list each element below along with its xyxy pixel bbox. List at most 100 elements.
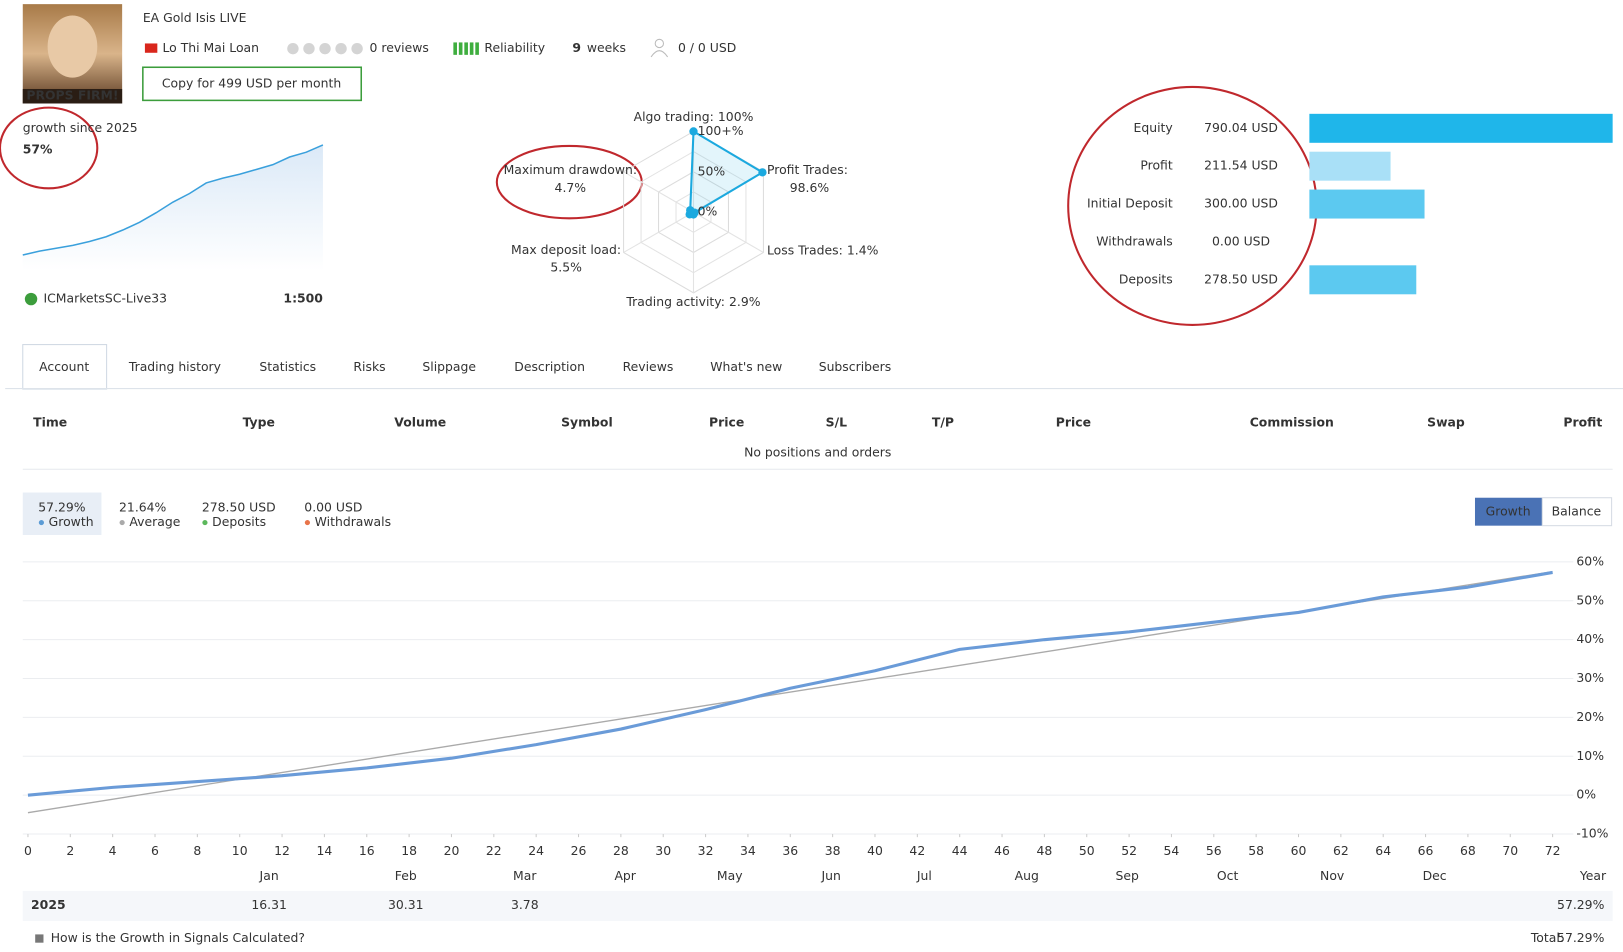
year-value: 3.78	[511, 897, 539, 912]
tab[interactable]: Subscribers	[819, 359, 892, 374]
x-tick-label: 40	[867, 843, 883, 858]
x-tick-label: 66	[1418, 843, 1434, 858]
month-label: Year	[1579, 868, 1607, 883]
year-value: 16.31	[251, 897, 287, 912]
month-label: Jun	[820, 868, 840, 883]
radar-label-name: Maximum drawdown:	[504, 162, 637, 177]
chart-button[interactable]: Growth	[1486, 504, 1531, 519]
month-label: Feb	[395, 868, 417, 883]
radar-label-value: 5.5%	[550, 260, 582, 275]
y-tick-label: 20%	[1576, 709, 1604, 724]
growth-line	[27, 570, 1553, 797]
month-label: Dec	[1423, 868, 1447, 883]
weeks: weeks	[587, 40, 626, 55]
radar-tick-label: 0%	[698, 204, 718, 219]
radar-label: Loss Trades: 1.4%	[767, 242, 879, 257]
x-tick-label: 24	[528, 843, 544, 858]
total-value: 57.29%	[1557, 930, 1605, 945]
x-tick-label: 28	[613, 843, 629, 858]
summary-dot	[119, 519, 125, 526]
month-label: Aug	[1015, 868, 1039, 883]
x-tick-label: 26	[571, 843, 587, 858]
year-value: 30.31	[388, 897, 424, 912]
account-label: Profit	[1140, 158, 1173, 173]
x-tick-label: 42	[909, 843, 925, 858]
column-header: T/P	[932, 415, 954, 430]
tab[interactable]: What's new	[710, 359, 782, 374]
summary-label: Growth	[49, 514, 94, 529]
tab[interactable]: Risks	[353, 359, 385, 374]
tab[interactable]: Account	[39, 359, 89, 374]
x-tick-label: 30	[655, 843, 671, 858]
flag	[144, 43, 158, 53]
tab[interactable]: Trading history	[128, 359, 221, 374]
balance-button-frame[interactable]	[1541, 497, 1613, 527]
column-header: S/L	[826, 415, 847, 430]
reliability-bar	[475, 42, 479, 55]
x-tick-label: 46	[994, 843, 1010, 858]
x-tick-label: 10	[232, 843, 248, 858]
tab[interactable]: Description	[514, 359, 585, 374]
active-tab[interactable]	[22, 344, 108, 390]
subscribers-icon-body	[650, 50, 669, 58]
tab[interactable]: Slippage	[422, 359, 476, 374]
account-value: 790.04 USD	[1204, 120, 1278, 135]
account-bar	[1309, 265, 1417, 295]
summary-label: Deposits	[212, 514, 266, 529]
tab[interactable]: Reviews	[623, 359, 674, 374]
x-tick-label: 8	[193, 843, 201, 858]
summary-dot	[202, 519, 208, 526]
x-tick-label: 52	[1121, 843, 1137, 858]
y-tick-label: 0%	[1576, 787, 1596, 802]
month-label: Nov	[1320, 868, 1344, 883]
x-tick-label: 20	[444, 843, 460, 858]
radar-label-value: 100%	[718, 108, 754, 123]
chart-button[interactable]: Balance	[1552, 504, 1601, 519]
reliability-bar	[453, 42, 457, 55]
column-header: Price	[709, 415, 744, 430]
summary-active[interactable]	[22, 492, 102, 535]
x-tick-label: 56	[1206, 843, 1222, 858]
radar-label: Trading activity: 2.9%	[625, 294, 760, 309]
summary-value: 0.00 USD	[304, 500, 362, 515]
growth-button-frame[interactable]	[1474, 497, 1543, 526]
title[interactable]: EA Gold Isis LIVE	[143, 10, 247, 25]
summary-label: Average	[129, 514, 180, 529]
verified-icon	[24, 292, 38, 306]
annotation-circle	[0, 106, 99, 190]
footer-link[interactable]: How is the Growth in Signals Calculated?	[51, 930, 305, 945]
summary-dot	[304, 519, 311, 526]
reviews[interactable]: 0 reviews	[370, 40, 429, 55]
sparkline	[22, 144, 324, 256]
year-value: 57.29%	[1557, 897, 1605, 912]
broker[interactable]: ICMarketsSC-Live33	[43, 291, 167, 306]
copy-button-frame[interactable]	[142, 66, 363, 102]
y-tick-label: 40%	[1576, 631, 1604, 646]
x-tick-label: 32	[698, 843, 714, 858]
x-tick-label: 58	[1248, 843, 1264, 858]
weeks-count: 9	[572, 40, 581, 55]
y-tick-label: 10%	[1576, 748, 1604, 763]
author[interactable]: Lo Thi Mai Loan	[163, 40, 260, 55]
tab[interactable]: Statistics	[259, 359, 316, 374]
total-label: Total:	[1530, 930, 1564, 945]
reliability: Reliability	[484, 40, 545, 55]
account-bar	[1309, 113, 1613, 143]
x-tick-label: 48	[1036, 843, 1052, 858]
info-icon	[35, 934, 44, 943]
account-bar	[1309, 189, 1425, 219]
x-tick-label: 0	[24, 843, 32, 858]
subscribers-icon	[654, 38, 665, 49]
summary-label: Withdrawals	[315, 514, 391, 529]
copy-button[interactable]: Copy for 499 USD per month	[162, 75, 341, 90]
radar-label-name: Max deposit load:	[511, 242, 621, 257]
radar-label-name: Algo trading:	[634, 108, 714, 123]
x-tick-label: 36	[782, 843, 798, 858]
account-value: 0.00 USD	[1212, 233, 1270, 248]
radar-label-value: 98.6%	[790, 180, 830, 195]
month-label: Jan	[259, 868, 279, 883]
x-tick-label: 4	[109, 843, 117, 858]
account-value: 211.54 USD	[1204, 158, 1278, 173]
yearly-row	[22, 890, 1613, 921]
x-tick-label: 50	[1079, 843, 1095, 858]
